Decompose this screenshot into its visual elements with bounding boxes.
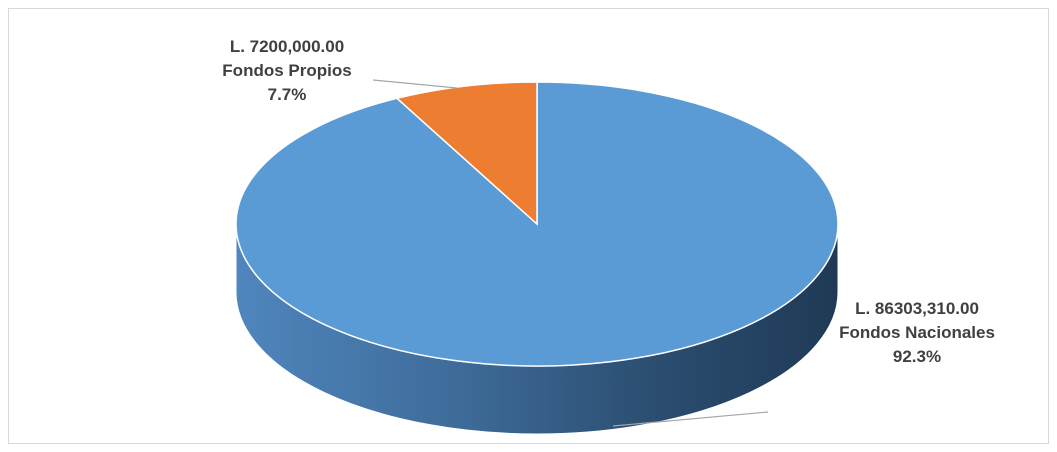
pie-slice-fondos-propios — [395, 81, 538, 226]
data-label-value-fondos-nacionales: L. 86303,310.00 — [855, 299, 979, 318]
leader-line-fondos-nacionales — [612, 411, 769, 427]
data-label-percent-fondos-propios: 7.7% — [268, 85, 307, 104]
data-label-name-fondos-propios: Fondos Propios — [222, 61, 351, 80]
leader-lines-group — [372, 79, 769, 427]
data-label-value-fondos-propios: L. 7200,000.00 — [230, 37, 344, 56]
pie-top-group — [235, 81, 839, 367]
data-labels-group: L. 86303,310.00 Fondos Nacionales 92.3% L. … — [222, 37, 995, 366]
data-label-percent-fondos-nacionales: 92.3% — [893, 347, 941, 366]
data-label-name-fondos-nacionales: Fondos Nacionales — [839, 323, 995, 342]
leader-line-fondos-propios — [372, 79, 458, 89]
